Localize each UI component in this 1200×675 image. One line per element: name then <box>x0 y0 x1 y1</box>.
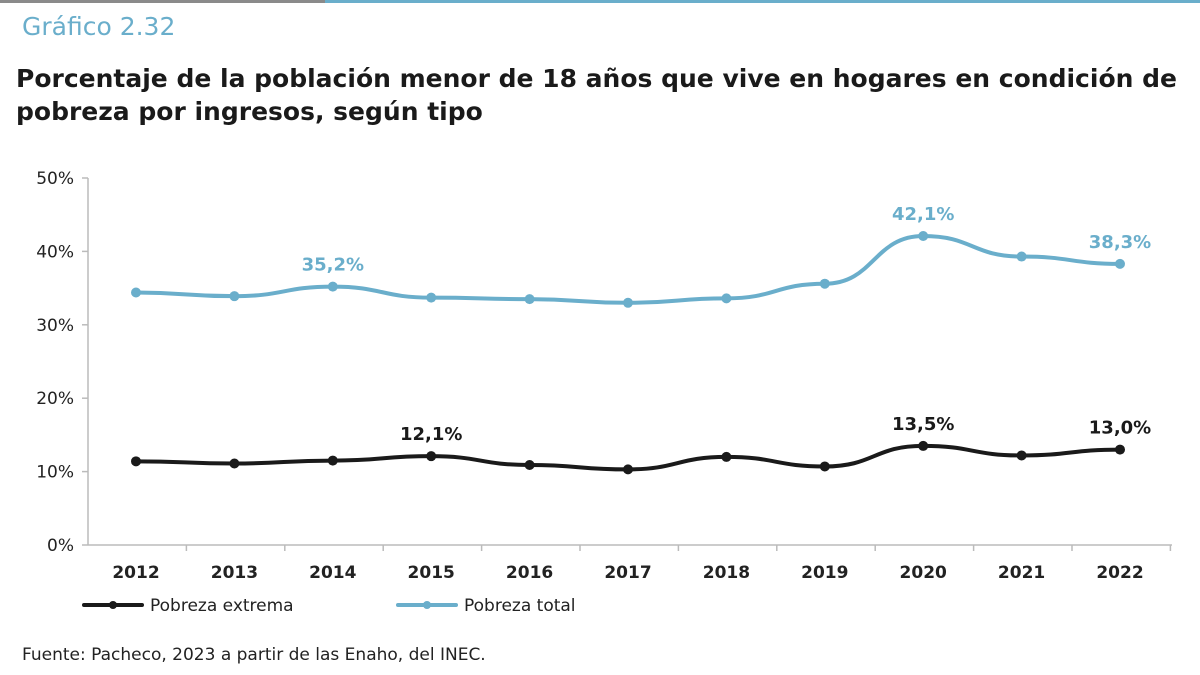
x-tick-label: 2016 <box>506 563 553 583</box>
data-point-extrema <box>327 455 338 466</box>
y-tick-label: 40% <box>36 242 74 262</box>
data-point-extrema <box>1016 450 1027 461</box>
y-tick-label: 10% <box>36 463 74 483</box>
figure-label: Gráfico 2.32 <box>22 12 176 41</box>
data-label-total: 42,1% <box>892 204 954 225</box>
data-point-total <box>918 230 929 241</box>
x-tick-label: 2012 <box>112 563 159 583</box>
data-point-extrema <box>918 440 929 451</box>
data-point-total <box>131 287 141 298</box>
data-point-total <box>623 297 633 308</box>
top-rule-dark <box>0 0 325 3</box>
x-tick-label: 2018 <box>703 563 750 583</box>
y-tick-label: 20% <box>36 389 74 409</box>
data-label-extrema: 13,5% <box>892 414 954 435</box>
data-point-extrema <box>1115 444 1125 455</box>
x-tick-label: 2021 <box>998 563 1045 583</box>
y-tick-label: 0% <box>47 536 74 556</box>
data-point-extrema <box>819 461 830 472</box>
legend: Pobreza extrema Pobreza total <box>82 596 576 616</box>
data-label-extrema: 13,0% <box>1089 418 1151 439</box>
series-layer <box>131 230 1125 475</box>
data-point-extrema <box>721 451 732 462</box>
data-label-total: 35,2% <box>302 255 364 276</box>
data-point-extrema <box>131 456 141 467</box>
data-point-total <box>1115 258 1125 269</box>
data-point-total <box>524 294 535 305</box>
x-tick-label: 2013 <box>211 563 258 583</box>
data-point-extrema <box>426 451 437 462</box>
data-point-total <box>327 281 338 292</box>
top-rule-blue <box>325 0 1200 3</box>
data-label-extrema: 12,1% <box>400 424 462 445</box>
x-tick-label: 2022 <box>1096 563 1143 583</box>
data-point-total <box>229 291 240 302</box>
y-tick-label: 50% <box>36 169 74 189</box>
data-point-extrema <box>229 458 240 469</box>
legend-label-total: Pobreza total <box>464 596 576 616</box>
x-tick-label: 2019 <box>801 563 848 583</box>
legend-marker-extrema <box>109 601 117 609</box>
x-tick-label: 2020 <box>900 563 947 583</box>
chart-title: Porcentaje de la población menor de 18 a… <box>16 64 1177 126</box>
data-label-total: 38,3% <box>1089 232 1151 253</box>
x-tick-label: 2017 <box>604 563 651 583</box>
data-point-total <box>1016 251 1027 262</box>
source-note: Fuente: Pacheco, 2023 a partir de las En… <box>22 645 486 665</box>
y-axis: 0% 10% 20% 30% 40% 50% <box>36 169 89 556</box>
x-axis: 2012 2013 2014 2015 2016 2017 2018 2019 2020 2021… <box>88 544 1172 583</box>
data-point-total <box>819 278 830 289</box>
data-point-extrema <box>524 459 535 470</box>
data-point-extrema <box>623 464 633 475</box>
legend-marker-total <box>423 601 431 609</box>
y-tick-label: 30% <box>36 316 74 336</box>
data-point-total <box>426 292 437 303</box>
data-point-total <box>721 293 732 304</box>
data-labels-layer: 12,1% 13,5% 13,0% 35,2% 42,1% 38,3% <box>302 204 1152 445</box>
series-line-total <box>134 233 1122 305</box>
x-tick-label: 2014 <box>309 563 356 583</box>
x-tick-label: 2015 <box>408 563 455 583</box>
legend-label-extrema: Pobreza extrema <box>150 596 294 616</box>
